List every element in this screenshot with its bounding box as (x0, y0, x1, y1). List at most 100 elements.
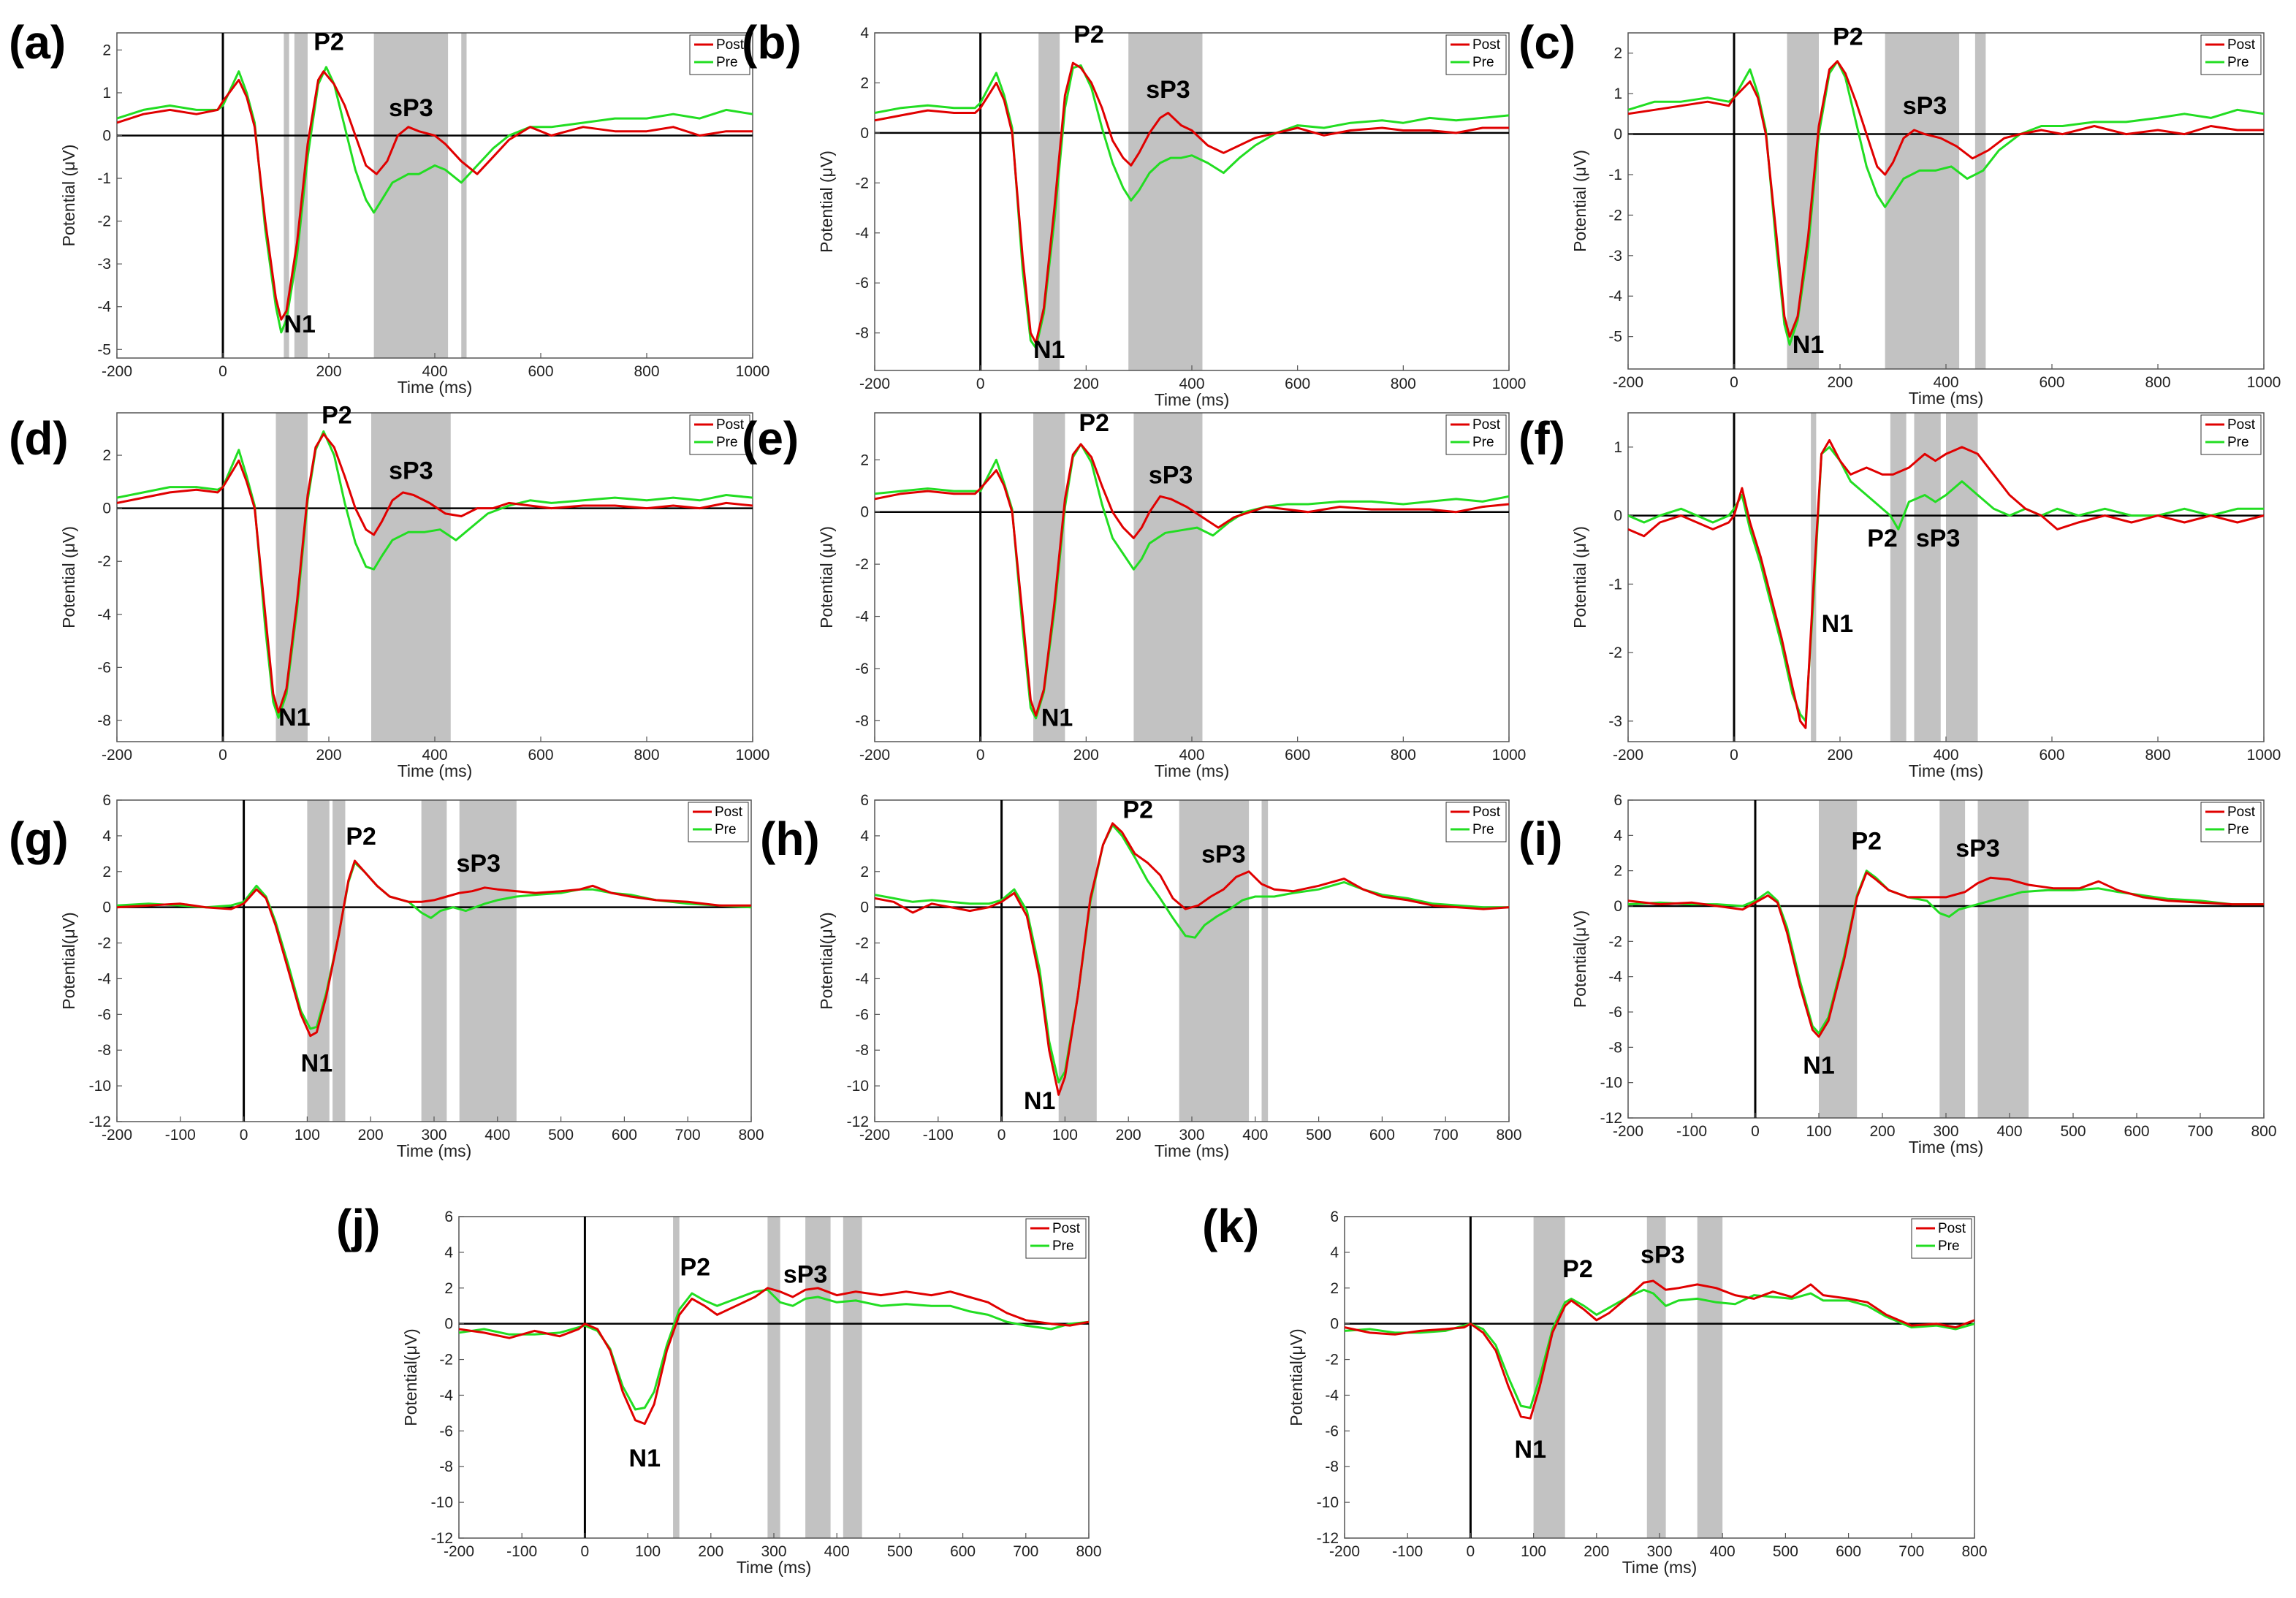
shaded-interval (373, 33, 449, 358)
component-label-n1: N1 (284, 311, 315, 338)
y-tick-label: 6 (860, 792, 869, 809)
x-tick-label: 400 (1179, 747, 1204, 764)
y-tick-label: -2 (97, 553, 111, 570)
series-line-post (117, 859, 751, 1038)
x-tick-label: 1000 (2247, 374, 2281, 391)
shaded-interval (1128, 33, 1203, 370)
y-tick-label: -4 (1325, 1387, 1339, 1404)
x-tick-label: 1000 (1492, 747, 1527, 764)
y-tick-label: -10 (431, 1494, 453, 1511)
y-tick-label: 0 (1613, 508, 1622, 525)
y-tick-label: -6 (855, 1006, 869, 1023)
component-label-p2: P2 (1851, 828, 1882, 856)
component-label-sp3: sP3 (1955, 834, 2000, 862)
series-line-pre (1628, 446, 2264, 723)
x-tick-label: 100 (635, 1543, 661, 1560)
y-axis-label: Potential(μV) (1287, 1328, 1306, 1426)
y-tick-label: 4 (102, 828, 111, 845)
x-tick-label: -200 (1613, 747, 1643, 764)
y-tick-label: -3 (97, 256, 111, 273)
y-axis-label: Potential(μV) (817, 912, 836, 1009)
shaded-interval (1646, 1217, 1666, 1538)
y-tick-label: -8 (439, 1458, 453, 1475)
y-tick-label: 2 (444, 1280, 453, 1297)
y-tick-label: 0 (1613, 126, 1622, 143)
x-tick-label: 0 (1730, 747, 1738, 764)
y-tick-label: -2 (1608, 207, 1622, 224)
y-tick-label: -4 (1608, 288, 1622, 305)
legend: Post Pre (2200, 802, 2262, 842)
x-tick-label: 600 (2039, 374, 2064, 391)
y-tick-label: -8 (855, 325, 869, 342)
shaded-interval (1977, 800, 2029, 1118)
shaded-interval (371, 413, 451, 742)
component-label-n1: N1 (278, 704, 310, 731)
y-tick-label: -2 (97, 935, 111, 952)
y-tick-label: -4 (855, 609, 869, 625)
panel-label: (f) (1518, 412, 1565, 465)
panel-label: (g) (9, 813, 69, 865)
component-label-sp3: sP3 (1146, 76, 1190, 104)
x-tick-label: 100 (1521, 1543, 1546, 1560)
component-label-sp3: sP3 (1916, 525, 1961, 552)
y-tick-label: -2 (855, 175, 869, 191)
shaded-interval (673, 1217, 680, 1538)
panel-label: (i) (1518, 813, 1562, 865)
series-line-post (875, 61, 1509, 344)
component-label-sp3: sP3 (1641, 1241, 1685, 1269)
shaded-interval (1946, 413, 1978, 742)
y-tick-label: -4 (855, 225, 869, 242)
component-label-n1: N1 (1515, 1436, 1546, 1464)
y-axis-label: Potential (μV) (59, 526, 78, 628)
x-tick-label: -200 (1613, 1123, 1643, 1140)
y-tick-label: 1 (1613, 85, 1622, 102)
x-tick-label: 700 (1433, 1127, 1459, 1144)
panel-label: (c) (1518, 16, 1575, 69)
x-axis-label: Time (ms) (1155, 1141, 1230, 1160)
x-tick-label: -200 (859, 747, 890, 764)
x-tick-label: 800 (634, 363, 659, 380)
y-tick-label: -2 (1325, 1352, 1339, 1369)
shaded-interval (1914, 413, 1941, 742)
x-tick-label: -100 (165, 1127, 196, 1144)
component-label-p2: P2 (1562, 1255, 1593, 1283)
legend-box (2200, 802, 2262, 842)
shaded-interval (332, 800, 346, 1122)
y-tick-label: -10 (1317, 1494, 1339, 1511)
y-tick-label: 6 (1613, 792, 1622, 809)
component-label-n1: N1 (629, 1445, 661, 1472)
legend-label-post: Post (1938, 1221, 1966, 1236)
x-tick-label: 600 (1285, 747, 1310, 764)
legend-label-pre: Pre (2227, 435, 2249, 450)
component-label-p2: P2 (1079, 409, 1109, 437)
legend-box (1911, 1218, 1972, 1259)
series-line-pre (117, 430, 753, 719)
x-tick-label: 200 (1116, 1127, 1141, 1144)
shaded-interval (1133, 413, 1203, 742)
x-tick-label: 800 (1496, 1127, 1521, 1144)
panel-label: (h) (760, 813, 820, 865)
component-label-sp3: sP3 (783, 1260, 828, 1288)
legend-box (1025, 1218, 1087, 1259)
x-axis-label: Time (ms) (397, 1141, 472, 1160)
component-label-p2: P2 (313, 28, 344, 56)
y-tick-label: -8 (1608, 1039, 1622, 1056)
y-tick-label: -1 (97, 170, 111, 187)
legend-label-pre: Pre (1472, 822, 1494, 837)
legend-box (1445, 414, 1507, 455)
panel-label: (b) (742, 16, 802, 69)
y-tick-label: -8 (855, 712, 869, 729)
x-axis-label: Time (ms) (1909, 1138, 1984, 1157)
panel-h: (h)-200 -100 0 100 200 300 400 500 600 700 800-12-… (760, 792, 1522, 1160)
x-tick-label: 400 (824, 1543, 850, 1560)
series-line-pre (875, 823, 1509, 1084)
component-label-p2: P2 (1122, 796, 1153, 823)
y-tick-label: 6 (1330, 1209, 1339, 1225)
y-tick-label: -8 (1325, 1458, 1339, 1475)
series-line-post (875, 443, 1509, 717)
x-tick-label: 600 (528, 363, 553, 380)
panel-label: (k) (1202, 1200, 1259, 1252)
shaded-interval (1974, 33, 1986, 369)
x-tick-label: 200 (698, 1543, 723, 1560)
